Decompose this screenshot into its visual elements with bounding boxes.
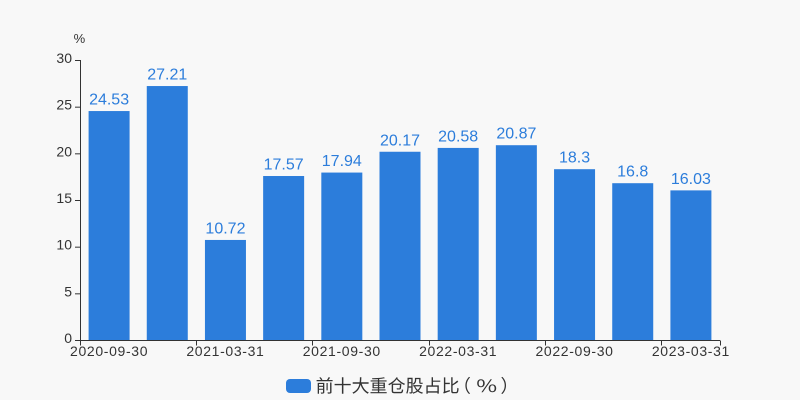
svg-text:30: 30 bbox=[56, 50, 72, 66]
svg-text:17.57: 17.57 bbox=[264, 157, 304, 174]
svg-text:2021-03-31: 2021-03-31 bbox=[186, 343, 264, 359]
svg-text:5: 5 bbox=[64, 283, 72, 299]
svg-text:20.58: 20.58 bbox=[438, 128, 478, 145]
svg-text:24.53: 24.53 bbox=[89, 92, 129, 109]
svg-text:15: 15 bbox=[56, 190, 72, 206]
svg-text:10: 10 bbox=[56, 237, 72, 253]
svg-text:25: 25 bbox=[56, 97, 72, 113]
svg-text:16.8: 16.8 bbox=[617, 164, 648, 181]
svg-text:2022-03-31: 2022-03-31 bbox=[419, 343, 497, 359]
svg-text:17.94: 17.94 bbox=[322, 153, 362, 170]
svg-text:2023-03-31: 2023-03-31 bbox=[652, 343, 730, 359]
svg-text:20: 20 bbox=[56, 143, 72, 159]
svg-text:2021-09-30: 2021-09-30 bbox=[303, 343, 381, 359]
svg-text:18.3: 18.3 bbox=[559, 150, 590, 167]
svg-text:2022-09-30: 2022-09-30 bbox=[535, 343, 613, 359]
svg-text:27.21: 27.21 bbox=[147, 67, 187, 84]
svg-text:%: % bbox=[74, 31, 86, 46]
svg-text:0: 0 bbox=[64, 330, 72, 346]
svg-text:16.03: 16.03 bbox=[671, 171, 711, 188]
svg-text:2020-09-30: 2020-09-30 bbox=[70, 343, 148, 359]
svg-text:10.72: 10.72 bbox=[205, 220, 245, 237]
svg-text:20.87: 20.87 bbox=[496, 126, 536, 143]
svg-text:20.17: 20.17 bbox=[380, 132, 420, 149]
